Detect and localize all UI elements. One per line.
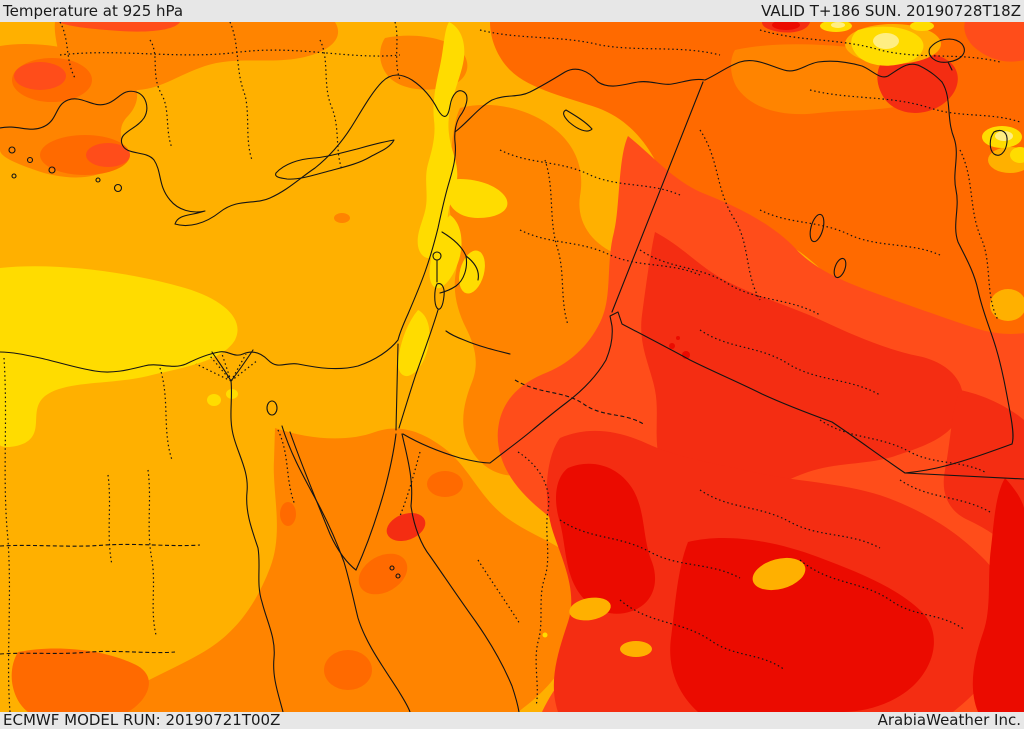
bitter-lakes [266,400,278,416]
syria-jordan-border [445,330,511,355]
aqaba-east-saudi-red-sea-coast [401,433,520,712]
lake-habbaniyah [833,257,847,279]
aegean-anatolia-levant-egypt-coastline [0,74,468,373]
admin-boundaries-dashed [0,379,646,655]
iran-border [941,81,1014,445]
turkey-syria-border [454,60,943,133]
aegean-islands [8,146,123,193]
nile-river [211,349,284,712]
map-image [0,22,1024,712]
cyprus-island [275,139,395,180]
israel-egypt-border [395,343,399,431]
footer-bar: ECMWF MODEL RUN: 20190721T00Z ArabiaWeat… [0,712,1024,729]
contour-layer-yellow [0,22,1024,638]
lebanon-borders [439,231,479,294]
company-label: ArabiaWeather Inc. [877,711,1021,729]
jordan-saudi-border-zigzag [402,311,906,474]
lake-van [928,38,965,71]
israel-jordan-border [398,309,439,429]
gulf-of-suez-red-sea-coast [281,425,411,712]
iraq-saudi-border [904,443,1024,480]
header-bar: Temperature at 925 hPa VALID T+186 SUN. … [0,0,1024,22]
valid-time-label: VALID T+186 SUN. 20190728T18Z [761,1,1021,20]
sea-of-galilee [432,251,442,261]
sinai-east-coast-gulf-of-aqaba [355,433,397,571]
map-title: Temperature at 925 hPa [3,1,184,20]
coastlines-and-borders [0,38,1024,712]
syria-iraq-border [611,81,704,313]
sinai-west-coast [289,431,357,571]
lake-tharthar [809,213,825,243]
contour-layer-deep-red [556,22,1024,712]
lake-urmia [989,129,1008,156]
contour-layer-pale-yellow [831,22,1013,141]
dead-sea [434,259,445,310]
lake-assad [563,109,593,132]
model-run-label: ECMWF MODEL RUN: 20190721T00Z [3,711,281,729]
admin-boundaries-dotted [3,22,1021,712]
